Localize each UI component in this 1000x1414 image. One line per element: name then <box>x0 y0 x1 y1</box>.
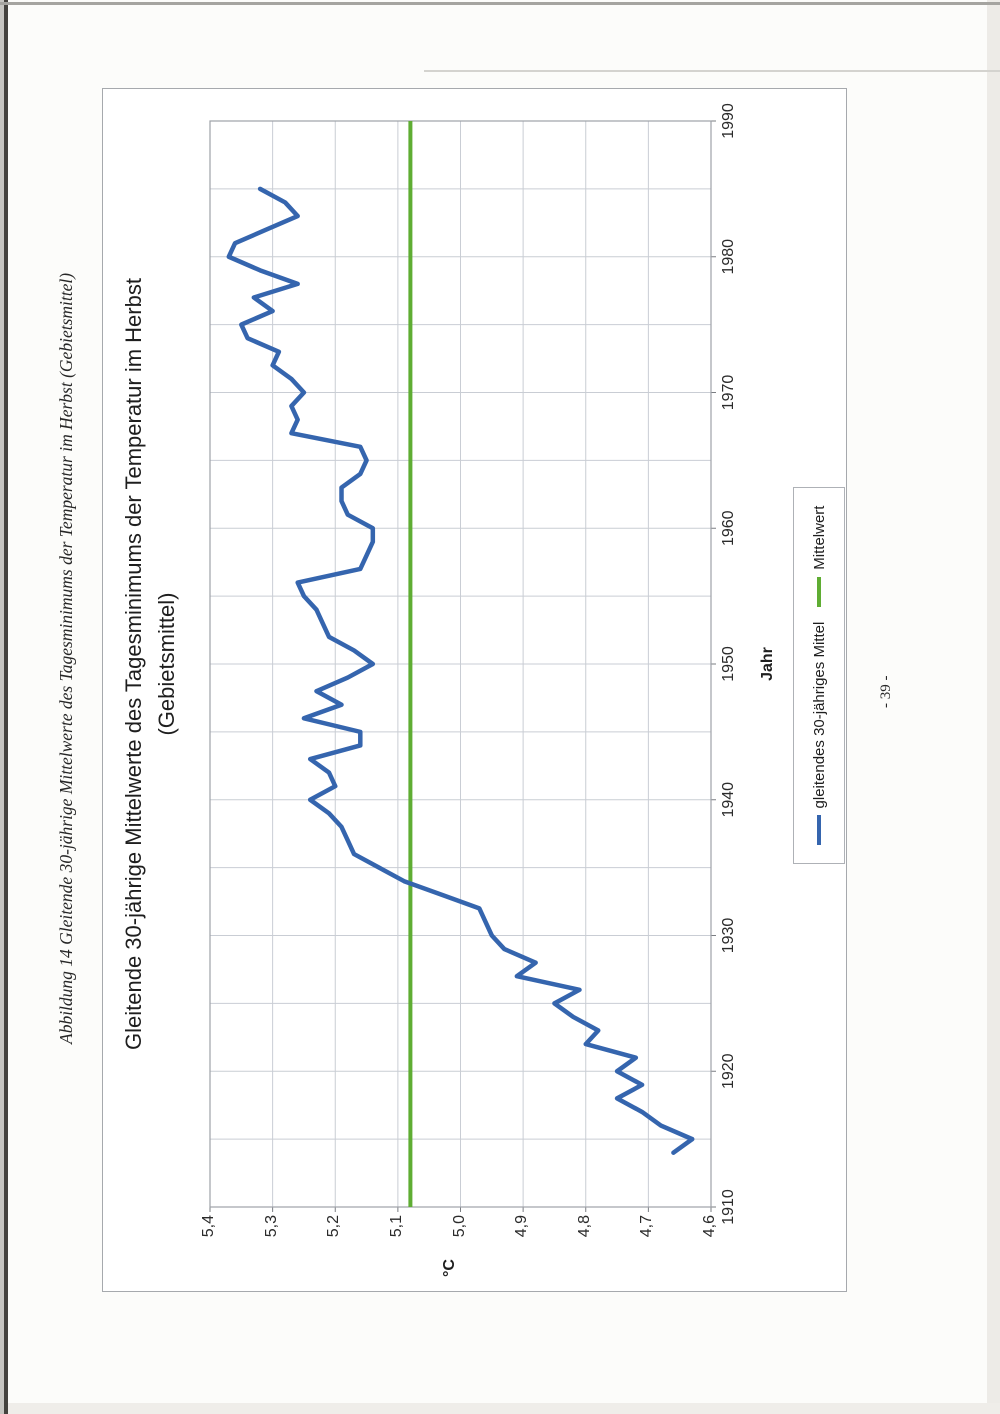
y-tick-label-5,2: 5,2 <box>325 1215 343 1238</box>
scan-edge-left-outer <box>0 0 4 1414</box>
x-tick-label-1940: 1940 <box>720 781 737 818</box>
x-tick-label-1930: 1930 <box>720 917 737 954</box>
page-number: - 39 - <box>878 675 894 709</box>
legend-label-moving-average: gleitendes 30-jähriges Mittel <box>810 621 828 809</box>
chart-title: Gleitende 30-jährige Mittelwerte des Tag… <box>117 121 183 1207</box>
figure-caption: Abbildung 14 Gleitende 30-jährige Mittel… <box>56 272 76 1044</box>
y-tick-label-4,7: 4,7 <box>638 1215 656 1238</box>
scan-artifact-line <box>424 70 1000 72</box>
x-tick-label-1910: 1910 <box>720 1189 737 1225</box>
x-tick-label-1950: 1950 <box>720 646 737 682</box>
x-axis-title: Jahr <box>759 647 776 681</box>
y-tick-label-5,1: 5,1 <box>387 1215 405 1238</box>
scan-edge-right <box>987 0 1000 1414</box>
y-tick-label-4,9: 4,9 <box>513 1215 531 1238</box>
y-tick-label-5,4: 5,4 <box>200 1215 217 1238</box>
blue-line-sample <box>817 815 821 846</box>
plot-area <box>209 120 716 1212</box>
y-tick-label-5,0: 5,0 <box>450 1215 468 1238</box>
x-tick-label-1990: 1990 <box>720 103 737 139</box>
y-axis-title: °C <box>441 1259 458 1277</box>
chart-legend: gleitendes 30-jähriges Mittel Mittelwert <box>793 487 845 864</box>
y-tick-label-4,6: 4,6 <box>701 1215 718 1238</box>
y-tick-label-5,3: 5,3 <box>262 1215 280 1238</box>
legend-item-moving-average: gleitendes 30-jähriges Mittel <box>811 622 828 846</box>
x-tick-label-1970: 1970 <box>720 374 737 411</box>
chart-title-line2: (Gebietsmittel) <box>154 592 179 736</box>
scan-edge-left-line <box>4 0 8 1414</box>
green-line-sample <box>817 576 821 607</box>
legend-item-mean: Mittelwert <box>811 506 828 607</box>
y-tick-label-4,8: 4,8 <box>575 1215 593 1238</box>
x-tick-label-1960: 1960 <box>720 510 737 547</box>
legend-label-mean: Mittelwert <box>810 505 828 570</box>
x-tick-label-1980: 1980 <box>720 238 737 275</box>
chart-title-line1: Gleitende 30-jährige Mittelwerte des Tag… <box>121 278 146 1050</box>
scan-edge-bottom <box>0 1403 1000 1414</box>
scan-edge-top-line <box>0 2 1000 5</box>
x-tick-label-1920: 1920 <box>720 1053 737 1090</box>
temperature-chart: Gleitende 30-jährige Mittelwerte des Tag… <box>102 88 847 1292</box>
